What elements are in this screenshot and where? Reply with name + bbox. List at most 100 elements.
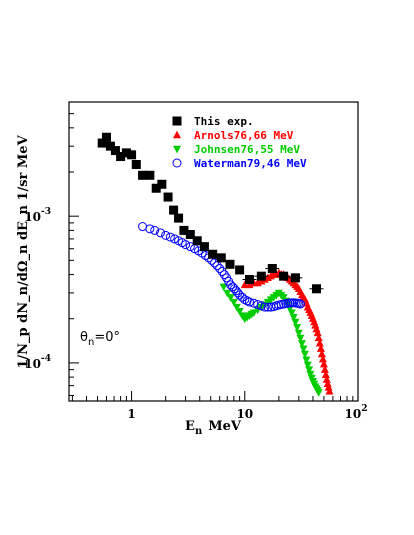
axis-ticks — [69, 101, 359, 401]
data-point — [97, 138, 107, 148]
legend-entry-waterman79-46-mev: Waterman79,46 MeV — [172, 157, 307, 170]
data-point — [291, 318, 300, 327]
data-point — [174, 213, 184, 223]
data-point — [242, 296, 252, 306]
data-point — [295, 299, 305, 309]
data-point — [145, 224, 155, 234]
data-point — [325, 386, 334, 395]
data-point — [155, 228, 165, 238]
data-point — [110, 146, 120, 156]
x-tick-label: 10 — [236, 407, 253, 421]
legend-marker — [173, 145, 181, 154]
data-point — [215, 263, 225, 273]
series-waterman79-46-mev — [138, 222, 305, 312]
data-point — [161, 230, 171, 240]
data-point — [225, 259, 235, 269]
data-point — [296, 334, 305, 343]
legend-label: This exp. — [194, 115, 254, 128]
data-point — [219, 283, 228, 292]
data-point — [287, 309, 296, 318]
data-point — [223, 289, 232, 298]
data-point — [185, 242, 195, 252]
data-point — [226, 294, 235, 302]
data-point — [306, 370, 315, 379]
data-point — [316, 344, 325, 352]
data-point — [199, 242, 209, 252]
x-axis-title-sub: n — [195, 426, 203, 437]
data-point — [297, 340, 306, 348]
legend-entry-this-exp: This exp. — [172, 115, 254, 128]
legend-label: Johnsen76,55 MeV — [194, 143, 300, 156]
data-point — [240, 295, 250, 305]
legend-marker — [172, 116, 182, 126]
data-point — [138, 170, 148, 180]
data-point — [324, 383, 333, 391]
x-tick-label: 102 — [345, 404, 368, 421]
x-tick-label: 1 — [127, 407, 135, 421]
data-point — [235, 290, 245, 300]
x-axis-title-main: E — [185, 419, 195, 434]
legend-marker — [173, 130, 181, 139]
data-point — [290, 273, 300, 283]
data-point — [209, 258, 219, 268]
plot-frame — [68, 101, 359, 402]
data-point — [321, 370, 330, 378]
data-point — [244, 275, 254, 285]
data-point — [289, 313, 298, 322]
data-point — [235, 308, 244, 316]
data-point — [185, 230, 195, 240]
data-point — [150, 225, 160, 235]
legend-entry-johnsen76-55-mev: Johnsen76,55 MeV — [173, 143, 300, 156]
data-point — [131, 160, 141, 170]
data-point — [302, 356, 311, 365]
data-point — [169, 205, 179, 215]
data-point — [293, 324, 302, 332]
data-point — [101, 132, 111, 142]
data-point — [263, 302, 273, 312]
data-point — [317, 349, 326, 358]
data-point — [179, 225, 189, 235]
data-point — [267, 263, 277, 273]
data-point — [165, 232, 175, 242]
data-point — [181, 240, 191, 250]
chart-marks — [97, 132, 334, 397]
legend-entry-arnols76-66-mev: Arnols76,66 MeV — [173, 129, 294, 142]
theta-annotation: θn=0° — [80, 330, 120, 348]
data-point — [232, 303, 241, 312]
data-point — [121, 148, 131, 158]
data-point — [314, 333, 323, 342]
series-this-exp — [97, 132, 324, 294]
data-point — [300, 350, 309, 359]
data-point — [127, 150, 137, 160]
data-point — [256, 271, 266, 281]
x-axis-title-unit: MeV — [208, 419, 242, 434]
legend-label: Arnols76,66 MeV — [194, 129, 294, 142]
data-point — [314, 389, 323, 397]
data-point — [244, 297, 254, 307]
data-point — [105, 141, 115, 151]
data-point — [138, 222, 148, 232]
data-point — [315, 338, 324, 347]
data-point — [208, 249, 218, 259]
legend-marker — [172, 158, 182, 168]
data-point — [116, 152, 126, 162]
data-point — [303, 361, 312, 370]
data-point — [319, 359, 328, 368]
data-point — [322, 375, 331, 383]
data-point — [217, 266, 227, 276]
data-point — [294, 329, 303, 338]
data-point — [157, 179, 167, 189]
data-point — [145, 170, 155, 180]
data-point — [260, 302, 270, 312]
y-axis-title: 1/N_p dN_n/dΩ_n dE_n 1/sr MeV — [16, 134, 31, 368]
x-axis-title: En MeV — [185, 419, 242, 437]
data-point — [216, 253, 226, 263]
data-point — [229, 298, 238, 307]
legend-label: Waterman79,46 MeV — [194, 157, 307, 170]
data-point — [192, 236, 202, 246]
data-point — [235, 265, 245, 275]
data-point — [318, 354, 327, 363]
